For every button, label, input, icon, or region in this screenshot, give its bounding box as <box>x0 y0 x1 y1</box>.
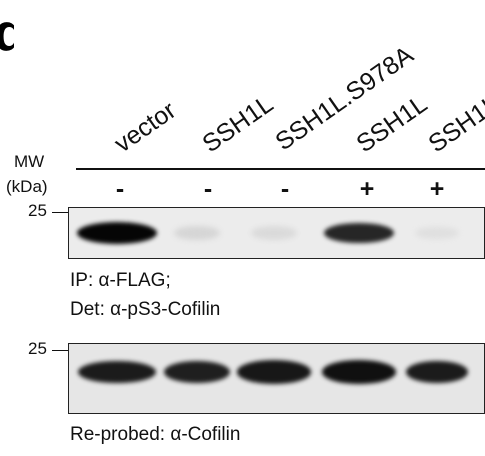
lane-header-line <box>76 168 485 170</box>
blot2-band-5 <box>406 360 468 384</box>
lane-label-5: SSH1L <box>423 89 485 159</box>
lane-sign-5: + <box>429 175 445 203</box>
lane-label-2: SSH1L <box>197 89 279 159</box>
blot2-band-4 <box>322 360 396 384</box>
blot1-band-5 <box>415 226 459 240</box>
blot1-band-4 <box>324 222 394 244</box>
lane-label-3: SSH1L.S978A <box>270 40 419 157</box>
lane-sign-2: - <box>203 175 213 203</box>
blot1-band-1 <box>77 222 157 244</box>
lane-label-1: vector <box>109 96 182 159</box>
blot1-caption-line2: Det: α-pS3-Cofilin <box>70 299 221 320</box>
blot2-band-1 <box>78 360 156 384</box>
blot2-band-2 <box>164 360 230 384</box>
blot2-image <box>68 343 485 414</box>
panel-letter: d <box>0 8 14 58</box>
blot2-marker-tick <box>52 350 70 351</box>
blot1-marker-label: 25 <box>28 201 47 220</box>
mw-label: MW <box>14 152 45 171</box>
lane-sign-1: - <box>115 175 125 203</box>
blot1-band-3 <box>251 226 297 240</box>
kda-label: (kDa) <box>6 177 48 196</box>
blot1-marker-tick <box>52 212 70 213</box>
lane-sign-4: + <box>359 175 375 203</box>
blot1-image <box>68 207 485 259</box>
blot1-caption-line1: IP: α-FLAG; <box>70 270 171 291</box>
blot2-band-3 <box>237 360 311 384</box>
lane-sign-3: - <box>280 175 290 203</box>
blot1-band-2 <box>174 226 220 240</box>
blot2-marker-label: 25 <box>28 339 47 358</box>
blot2-caption: Re-probed: α-Cofilin <box>70 424 241 445</box>
